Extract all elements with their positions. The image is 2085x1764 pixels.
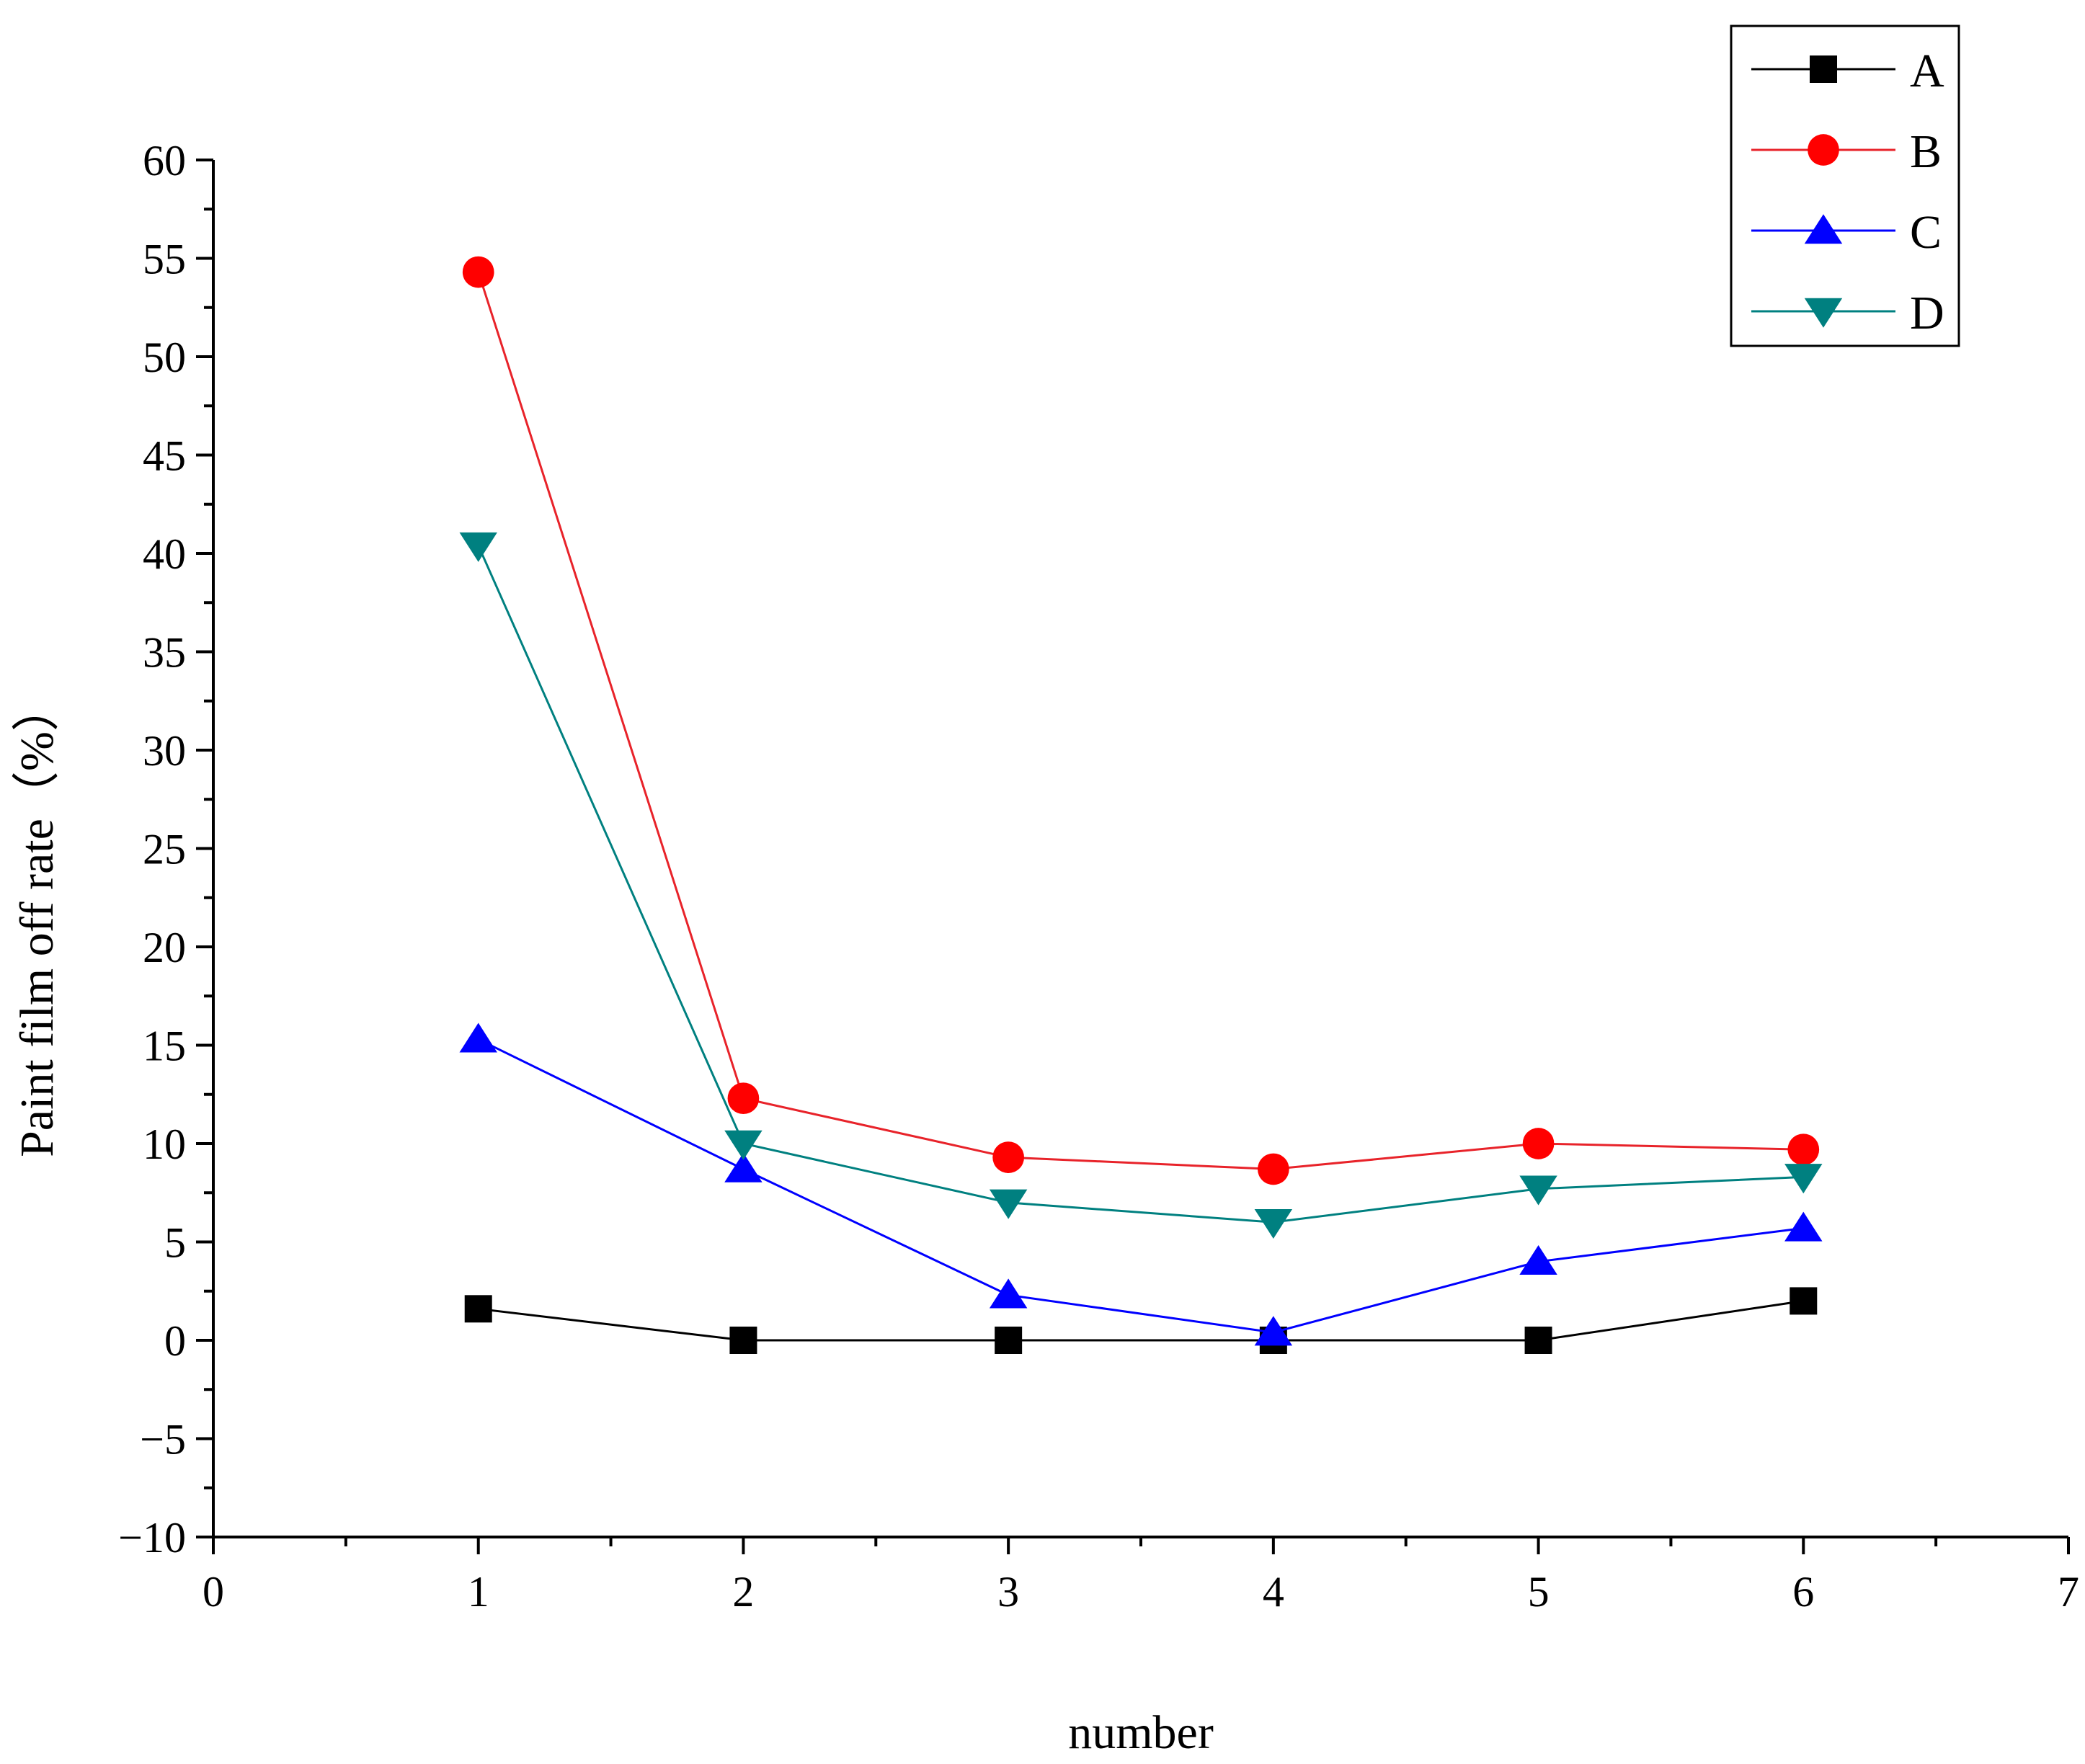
legend-label: C [1910, 206, 1942, 259]
series-A [464, 1287, 1818, 1354]
series-D [459, 532, 1823, 1239]
y-axis-ticks: −10 −5 0 5 10 15 20 25 30 35 40 45 50 55 60 [118, 137, 213, 1562]
x-tick-label: 1 [468, 1568, 489, 1616]
y-tick-label: 35 [143, 629, 186, 677]
legend-box [1730, 24, 1960, 347]
x-tick-label: 2 [732, 1568, 754, 1616]
y-tick-label: 30 [143, 727, 186, 775]
x-axis-title: number [1068, 1706, 1214, 1759]
y-tick-label: 10 [143, 1121, 186, 1168]
legend-item-B: B [1751, 125, 1942, 178]
legend-item-C: C [1751, 206, 1942, 259]
y-tick-label: 25 [143, 826, 186, 873]
data-point-D [1784, 1164, 1823, 1194]
x-tick-label: 3 [997, 1568, 1019, 1616]
y-tick-label: 45 [143, 432, 186, 480]
legend-marker [1810, 55, 1837, 83]
data-point-D [989, 1189, 1028, 1219]
data-point-A [464, 1295, 492, 1323]
legend-label: D [1910, 287, 1944, 339]
legend-item-A: A [1751, 45, 1944, 97]
data-point-A [995, 1327, 1023, 1354]
legend-marker [1804, 298, 1843, 328]
data-point-C [459, 1023, 497, 1053]
x-tick-label: 7 [2058, 1568, 2079, 1616]
series-C-line [478, 1038, 1804, 1334]
data-point-B [992, 1141, 1024, 1173]
data-point-A [1524, 1327, 1552, 1354]
x-tick-label: 5 [1528, 1568, 1550, 1616]
y-tick-label: 5 [164, 1219, 186, 1267]
axes [212, 160, 2068, 1538]
data-point-D [459, 532, 497, 562]
data-point-B [1522, 1128, 1555, 1159]
legend-label: B [1910, 125, 1942, 178]
x-axis-ticks: 0 1 2 3 4 5 6 7 [203, 1537, 2079, 1616]
y-tick-label: 50 [143, 334, 186, 381]
y-tick-label: −5 [140, 1416, 186, 1464]
legend-marker [1808, 134, 1839, 166]
series-C [459, 1023, 1823, 1346]
series-A-line [478, 1299, 1804, 1342]
series-group [459, 256, 1823, 1354]
data-point-A [729, 1327, 757, 1354]
y-tick-label: 40 [143, 530, 186, 578]
series-B [462, 256, 1820, 1185]
x-tick-label: 6 [1792, 1568, 1814, 1616]
x-tick-label: 0 [203, 1568, 224, 1616]
series-D-line [477, 545, 1804, 1224]
y-tick-label: 60 [143, 137, 186, 184]
data-point-C [1254, 1316, 1293, 1346]
data-point-D [1519, 1175, 1557, 1206]
data-point-D [1254, 1208, 1293, 1239]
data-point-A [1790, 1287, 1818, 1315]
data-point-C [989, 1278, 1028, 1309]
data-point-D [724, 1130, 763, 1160]
legend-label: A [1910, 45, 1944, 97]
y-tick-label: −10 [118, 1514, 186, 1562]
y-tick-label: 55 [143, 236, 186, 283]
y-tick-label: 15 [143, 1023, 186, 1070]
data-point-C [724, 1152, 763, 1182]
y-tick-label: 20 [143, 924, 186, 971]
data-point-B [1787, 1133, 1820, 1166]
y-tick-label: 0 [164, 1317, 186, 1365]
data-point-C [1784, 1211, 1823, 1242]
y-axis-title: Paint film off rate（%） [11, 684, 63, 1157]
data-point-C [1519, 1245, 1557, 1275]
data-point-B [462, 256, 494, 288]
legend-marker [1804, 214, 1843, 244]
data-point-B [1258, 1153, 1289, 1185]
series-B-line [477, 272, 1804, 1170]
legend-item-D: D [1751, 287, 1944, 339]
data-point-B [727, 1082, 760, 1115]
x-tick-label: 4 [1263, 1568, 1284, 1616]
